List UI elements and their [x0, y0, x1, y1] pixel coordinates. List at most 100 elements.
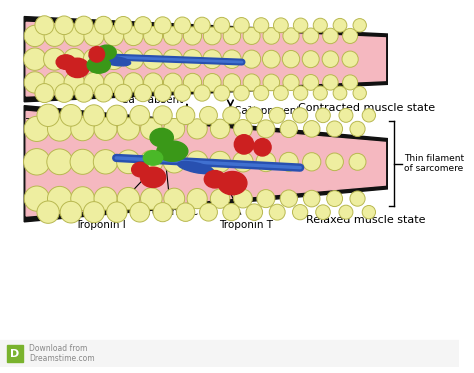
- Circle shape: [283, 50, 300, 68]
- Circle shape: [302, 51, 319, 68]
- Circle shape: [316, 205, 330, 219]
- Bar: [0, 340, 459, 367]
- Circle shape: [303, 190, 320, 207]
- Circle shape: [350, 191, 365, 206]
- Circle shape: [210, 189, 230, 209]
- Circle shape: [89, 47, 105, 62]
- Circle shape: [234, 189, 252, 208]
- Circle shape: [130, 202, 150, 222]
- Circle shape: [243, 74, 260, 91]
- Circle shape: [24, 116, 49, 141]
- Circle shape: [107, 202, 127, 222]
- Circle shape: [316, 108, 330, 123]
- Circle shape: [326, 153, 343, 170]
- Circle shape: [223, 107, 240, 124]
- Circle shape: [223, 204, 240, 221]
- Circle shape: [163, 49, 182, 69]
- Circle shape: [117, 150, 140, 174]
- Circle shape: [114, 84, 132, 102]
- Circle shape: [93, 150, 118, 174]
- Circle shape: [203, 27, 221, 45]
- Circle shape: [269, 204, 285, 220]
- Text: Relaxed muscle state: Relaxed muscle state: [306, 215, 426, 225]
- Text: Troponin I: Troponin I: [75, 179, 143, 230]
- Circle shape: [292, 108, 308, 123]
- Circle shape: [246, 204, 263, 220]
- Circle shape: [174, 85, 191, 101]
- Ellipse shape: [150, 128, 173, 147]
- Circle shape: [117, 118, 139, 140]
- Circle shape: [343, 28, 358, 44]
- Circle shape: [350, 121, 365, 137]
- Circle shape: [144, 26, 163, 46]
- Circle shape: [210, 151, 230, 172]
- Circle shape: [257, 189, 275, 208]
- Text: Troponin C: Troponin C: [143, 155, 199, 217]
- Ellipse shape: [56, 55, 75, 69]
- Circle shape: [323, 75, 338, 90]
- Circle shape: [164, 26, 182, 45]
- Circle shape: [130, 106, 150, 125]
- Text: D: D: [10, 348, 19, 358]
- Circle shape: [269, 107, 285, 123]
- Circle shape: [55, 84, 73, 103]
- Circle shape: [44, 72, 65, 93]
- Ellipse shape: [102, 56, 130, 66]
- Circle shape: [47, 117, 72, 141]
- Circle shape: [200, 203, 218, 221]
- Circle shape: [313, 86, 328, 100]
- Circle shape: [243, 28, 260, 44]
- Circle shape: [183, 73, 201, 91]
- Circle shape: [223, 74, 241, 91]
- Circle shape: [176, 203, 195, 222]
- Circle shape: [153, 106, 172, 125]
- Circle shape: [154, 17, 171, 34]
- Circle shape: [124, 73, 143, 92]
- Circle shape: [183, 27, 201, 45]
- Circle shape: [283, 74, 299, 91]
- Circle shape: [37, 104, 59, 126]
- Circle shape: [362, 206, 375, 219]
- Circle shape: [257, 120, 275, 138]
- Circle shape: [55, 16, 73, 35]
- Circle shape: [24, 186, 49, 211]
- Circle shape: [243, 50, 261, 68]
- Circle shape: [84, 72, 104, 93]
- Circle shape: [71, 117, 94, 141]
- Circle shape: [75, 16, 93, 34]
- Circle shape: [323, 28, 338, 44]
- Circle shape: [333, 86, 347, 100]
- Circle shape: [234, 85, 249, 101]
- Circle shape: [24, 25, 46, 47]
- Ellipse shape: [157, 141, 188, 162]
- Circle shape: [103, 49, 124, 70]
- Text: Contracted muscle state: Contracted muscle state: [298, 103, 435, 113]
- Circle shape: [104, 72, 124, 92]
- Circle shape: [292, 204, 308, 220]
- Circle shape: [203, 50, 222, 69]
- Circle shape: [187, 188, 207, 209]
- Circle shape: [234, 119, 252, 138]
- Circle shape: [303, 75, 319, 90]
- Circle shape: [254, 139, 271, 156]
- Circle shape: [47, 186, 72, 211]
- Circle shape: [24, 72, 46, 93]
- Circle shape: [234, 18, 249, 33]
- Circle shape: [70, 149, 95, 174]
- Circle shape: [353, 87, 366, 100]
- Ellipse shape: [178, 162, 214, 174]
- Ellipse shape: [87, 57, 110, 73]
- Circle shape: [94, 187, 117, 210]
- Circle shape: [44, 25, 65, 46]
- Ellipse shape: [140, 167, 165, 188]
- Circle shape: [186, 151, 208, 173]
- Polygon shape: [26, 22, 385, 96]
- Bar: [7, 345, 23, 362]
- Circle shape: [114, 16, 132, 34]
- Ellipse shape: [218, 172, 247, 195]
- Circle shape: [153, 203, 172, 222]
- Circle shape: [164, 188, 185, 209]
- Circle shape: [60, 104, 82, 126]
- Ellipse shape: [97, 45, 116, 60]
- Circle shape: [176, 106, 195, 125]
